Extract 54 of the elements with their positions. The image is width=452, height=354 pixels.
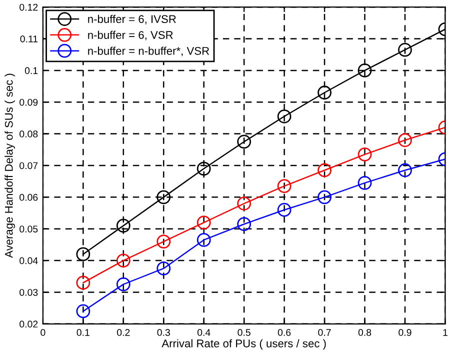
point: [76, 304, 90, 318]
point: [196, 216, 211, 230]
point: [237, 196, 252, 210]
legend-label: n-buffer = n-buffer*, VSR: [88, 46, 210, 56]
y-axis-title: Average Handoff Delay of SUs ( sec ): [4, 74, 15, 258]
x-tick-label: 0.7: [318, 329, 331, 336]
point: [318, 190, 332, 204]
point: [76, 276, 90, 290]
x-tick-label: 0.5: [238, 329, 250, 336]
x-tick-label: 0.8: [358, 329, 372, 336]
point: [277, 109, 292, 124]
y-tick-label: 0.08: [20, 130, 38, 138]
y-tick-label: 0.04: [20, 257, 38, 264]
point: [116, 218, 130, 233]
point: [237, 217, 252, 232]
point: [358, 63, 372, 78]
y-tick-label: 0.07: [20, 162, 38, 170]
point: [398, 163, 412, 178]
point: [76, 247, 90, 262]
point: [156, 190, 171, 204]
y-tick-label: 0.12: [20, 4, 38, 11]
point: [156, 262, 171, 276]
legend-label: n-buffer = 6, VSR: [88, 30, 173, 40]
point: [398, 42, 412, 57]
x-tick-label: 0.2: [117, 329, 130, 336]
x-tick-label: 0.1: [76, 329, 90, 336]
x-tick-label: 0: [40, 329, 46, 336]
point: [277, 179, 292, 194]
point: [318, 86, 332, 100]
y-tick-label: 0.06: [20, 194, 38, 201]
x-tick-label: 0.6: [278, 329, 291, 336]
point: [196, 162, 211, 176]
x-tick-label: 0.4: [197, 329, 210, 336]
x-tick-label: 1: [443, 329, 448, 336]
x-tick-label: 0.9: [398, 329, 412, 336]
y-tick-label: 0.02: [20, 320, 38, 328]
y-tick-label: 0.03: [20, 288, 38, 296]
legend-label: n-buffer = 6, IVSR: [88, 14, 176, 24]
point: [237, 134, 252, 149]
y-tick-label: 0.1: [24, 67, 38, 74]
y-tick-label: 0.05: [20, 226, 38, 232]
point: [196, 233, 211, 247]
y-tick-label: 0.09: [20, 98, 38, 106]
point: [116, 254, 130, 268]
point: [358, 147, 372, 162]
x-tick-label: 0.3: [157, 329, 170, 336]
point: [398, 133, 412, 148]
y-tick-label: 0.11: [20, 35, 38, 42]
point: [358, 176, 372, 190]
point: [116, 277, 130, 292]
x-axis-title: Arrival Rate of PUs ( users / sec ): [162, 339, 326, 350]
point: [318, 163, 332, 178]
point: [156, 234, 171, 248]
point: [277, 202, 292, 217]
